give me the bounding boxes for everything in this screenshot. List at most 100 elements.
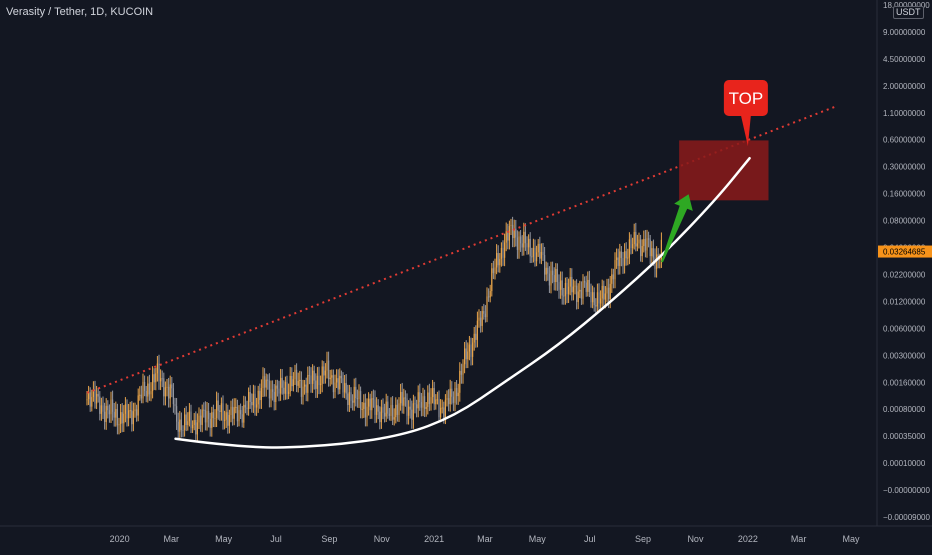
- candle: [603, 285, 605, 300]
- candle: [424, 396, 426, 409]
- candle: [611, 274, 613, 284]
- candle: [528, 238, 530, 248]
- price-axis-label: 0.60000000: [883, 136, 926, 145]
- candle: [265, 379, 267, 388]
- candle: [123, 413, 125, 424]
- candle: [140, 394, 142, 399]
- candle: [417, 392, 419, 409]
- candle: [384, 412, 386, 417]
- candle: [369, 398, 371, 411]
- candle: [542, 252, 544, 256]
- candle: [608, 287, 610, 300]
- overlays: TOP: [86, 80, 836, 449]
- price-axis-label: 0.00080000: [883, 405, 926, 414]
- candle: [483, 311, 485, 314]
- candle: [176, 406, 178, 422]
- candle: [446, 398, 448, 400]
- candle: [203, 409, 205, 411]
- candle: [92, 389, 94, 398]
- currency-unit-badge[interactable]: USDT: [893, 6, 924, 19]
- candle: [392, 405, 394, 420]
- candle: [441, 407, 443, 409]
- candle: [120, 412, 122, 425]
- candle: [278, 388, 280, 394]
- time-axis-label: Mar: [477, 534, 493, 544]
- candle: [508, 226, 510, 241]
- candle: [409, 406, 411, 410]
- candle: [233, 407, 235, 419]
- candle: [404, 397, 406, 399]
- candle: [331, 375, 333, 378]
- candle: [593, 292, 595, 306]
- callout-label: TOP: [729, 89, 764, 108]
- candle: [628, 239, 630, 258]
- candle: [128, 410, 130, 419]
- target-arrow[interactable]: [661, 194, 693, 263]
- candle: [496, 253, 498, 268]
- candle: [262, 376, 264, 389]
- candle: [643, 239, 645, 247]
- candle: [288, 391, 290, 394]
- candle: [222, 403, 224, 421]
- time-axis-label: 2020: [110, 534, 130, 544]
- candle: [166, 386, 168, 388]
- candle: [192, 424, 194, 429]
- candle: [305, 384, 307, 393]
- candle: [249, 392, 251, 402]
- candle: [211, 412, 213, 428]
- candle: [337, 378, 339, 390]
- candle: [510, 224, 512, 227]
- candle: [606, 287, 608, 294]
- candle: [97, 393, 99, 397]
- candle: [368, 398, 370, 407]
- top-callout[interactable]: TOP: [723, 80, 768, 147]
- candle: [476, 320, 478, 340]
- candle: [403, 397, 405, 406]
- candle: [422, 396, 424, 408]
- candle: [411, 409, 413, 420]
- candle: [315, 380, 317, 389]
- last-price-tag[interactable]: [878, 245, 932, 258]
- candle: [204, 409, 206, 423]
- candle: [540, 252, 542, 259]
- time-axis-label: Sep: [635, 534, 651, 544]
- candle: [188, 411, 190, 422]
- candle: [228, 415, 230, 426]
- candle: [491, 268, 493, 292]
- candle: [150, 391, 152, 395]
- price-series: [86, 216, 662, 441]
- candle: [299, 379, 301, 381]
- candle: [345, 383, 347, 394]
- candle: [561, 280, 563, 296]
- candle: [609, 283, 611, 300]
- candle: [428, 392, 430, 404]
- candle: [646, 238, 648, 251]
- candle: [563, 295, 565, 297]
- candle: [91, 397, 93, 407]
- candle: [332, 375, 334, 393]
- candle: [214, 417, 216, 419]
- candle: [94, 389, 96, 404]
- candle: [196, 422, 198, 435]
- candle: [377, 405, 379, 412]
- candle: [548, 273, 550, 286]
- candle: [640, 239, 642, 257]
- candle: [164, 387, 166, 397]
- candle: [280, 377, 282, 394]
- candle: [524, 231, 526, 244]
- candle: [382, 407, 384, 413]
- candle: [630, 239, 632, 249]
- candle: [284, 381, 286, 394]
- candle: [124, 404, 126, 414]
- candle: [502, 247, 504, 258]
- candle: [148, 383, 150, 395]
- candle: [577, 291, 579, 303]
- candle: [436, 399, 438, 401]
- symbol-title: Verasity / Tether, 1D, KUCOIN: [6, 6, 154, 18]
- candle: [251, 401, 253, 406]
- candle: [473, 333, 475, 343]
- candle: [105, 405, 107, 422]
